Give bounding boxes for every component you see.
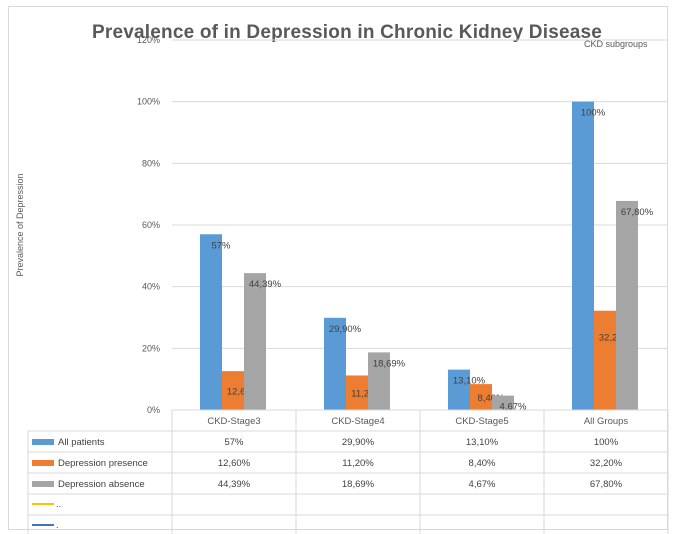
data-label: 57% [211, 240, 231, 251]
table-cell: 12,60% [218, 458, 251, 469]
table-cell: 11,20% [342, 458, 374, 469]
bar [222, 371, 244, 410]
table-cell: 13,10% [466, 437, 499, 448]
legend-label: Depression presence [58, 458, 148, 469]
legend-label: Depression absence [58, 479, 145, 490]
table-cell: 100% [594, 437, 619, 448]
bar [244, 273, 266, 410]
data-label: 4,67% [500, 402, 527, 413]
bar [616, 200, 638, 410]
bar [594, 310, 616, 410]
x-tick-label: All Groups [584, 416, 629, 427]
y-tick-label: 100% [137, 97, 160, 107]
legend-swatch [32, 460, 54, 466]
data-label: 100% [581, 108, 606, 119]
legend-label: .. [56, 499, 61, 510]
legend-swatch [32, 439, 54, 445]
data-label: 18,69% [373, 358, 406, 369]
table-cell: 8,40% [469, 458, 496, 469]
bar [368, 352, 390, 410]
table-cell: 44,39% [218, 479, 251, 490]
bar [470, 384, 492, 410]
y-tick-label: 0% [147, 405, 160, 415]
y-tick-label: 60% [142, 220, 160, 230]
bar [572, 101, 594, 411]
data-label: 67,80% [621, 207, 654, 218]
chart-title: Prevalence of in Depression in Chronic K… [92, 22, 603, 43]
data-label: 44,39% [249, 279, 282, 290]
table-cell: 57% [224, 437, 244, 448]
data-label: 13,10% [453, 376, 486, 387]
data-label: 29,90% [329, 324, 362, 335]
bar [346, 375, 368, 410]
table-cell: 67,80% [590, 479, 623, 490]
data-label: 8,40% [478, 393, 505, 404]
table-cell: 18,69% [342, 479, 375, 490]
y-tick-label: 80% [142, 158, 160, 168]
x-tick-label: CKD-Stage3 [207, 416, 260, 427]
data-label: 12,60% [227, 387, 260, 398]
y-tick-label: 40% [142, 282, 160, 292]
bar [200, 234, 222, 410]
legend-title: CKD subgroups [584, 39, 648, 49]
chart-frame [8, 6, 668, 530]
legend-swatch [32, 481, 54, 487]
x-tick-label: CKD-Stage4 [331, 416, 384, 427]
bar [492, 395, 514, 410]
bar [324, 317, 346, 410]
data-label: 32,20% [599, 333, 632, 344]
y-tick-label: 20% [142, 343, 160, 353]
table-cell: 4,67% [469, 479, 496, 490]
data-label: 11,20% [351, 389, 383, 400]
table-cell: 32,20% [590, 458, 623, 469]
legend-label: All patients [58, 437, 105, 448]
x-tick-label: CKD-Stage5 [455, 416, 508, 427]
legend-label: . [56, 520, 59, 531]
y-tick-label: 120% [137, 35, 160, 45]
bar [448, 369, 470, 410]
table-cell: 29,90% [342, 437, 375, 448]
